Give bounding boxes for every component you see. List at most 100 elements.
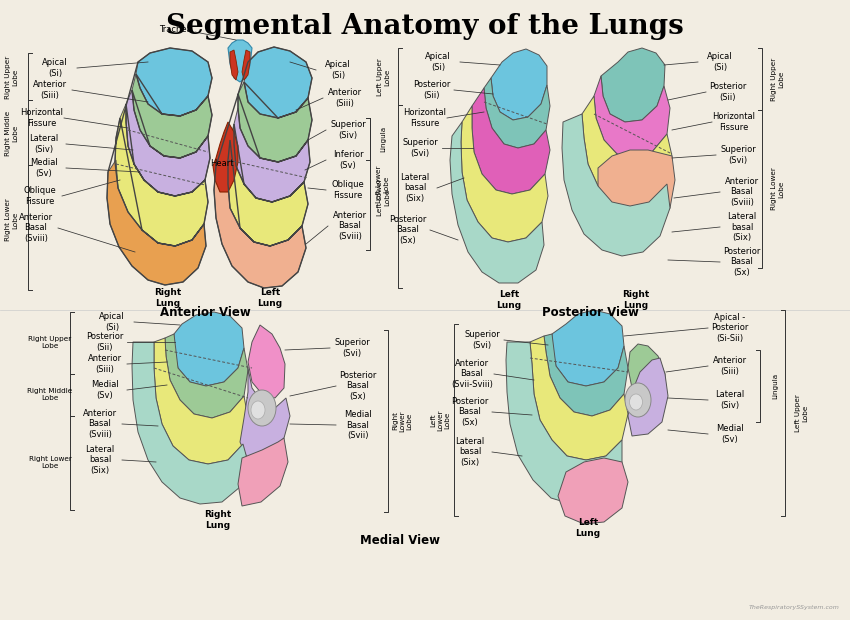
Text: Anterior
Basal
(Sviii): Anterior Basal (Sviii) bbox=[333, 211, 367, 241]
Text: Posterior
Basal
(Sx): Posterior Basal (Sx) bbox=[389, 215, 427, 245]
Polygon shape bbox=[154, 338, 248, 464]
Text: Left Upper
Lobe: Left Upper Lobe bbox=[796, 394, 808, 432]
Ellipse shape bbox=[630, 394, 643, 410]
Text: Posterior
(Sii): Posterior (Sii) bbox=[413, 81, 450, 100]
Text: Superior
(Svi): Superior (Svi) bbox=[464, 330, 500, 350]
Text: Anterior
Basal
(Sviii): Anterior Basal (Sviii) bbox=[725, 177, 759, 207]
Text: Right Middle
Lobe: Right Middle Lobe bbox=[27, 389, 72, 402]
Text: Lateral
basal
(Six): Lateral basal (Six) bbox=[400, 173, 429, 203]
Polygon shape bbox=[484, 78, 550, 148]
Text: Left
Lower
Lobe: Left Lower Lobe bbox=[430, 409, 450, 431]
Text: Lateral
(Siv): Lateral (Siv) bbox=[30, 135, 59, 154]
Text: Apical
(Si): Apical (Si) bbox=[42, 58, 68, 78]
Polygon shape bbox=[544, 334, 628, 416]
Text: Oblique
Fissure: Oblique Fissure bbox=[24, 186, 56, 206]
Polygon shape bbox=[248, 325, 285, 398]
Polygon shape bbox=[136, 48, 212, 116]
Text: Anterior View: Anterior View bbox=[160, 306, 251, 319]
Polygon shape bbox=[530, 336, 628, 460]
Ellipse shape bbox=[251, 401, 265, 419]
Text: Apical
(Si): Apical (Si) bbox=[326, 60, 351, 80]
Text: Horizontal
Fissure: Horizontal Fissure bbox=[712, 112, 756, 131]
Text: Posterior View: Posterior View bbox=[541, 306, 638, 319]
Text: Medial View: Medial View bbox=[360, 533, 440, 546]
Ellipse shape bbox=[248, 390, 276, 426]
Text: Right Lower
Lobe: Right Lower Lobe bbox=[772, 167, 785, 210]
Text: Left Lower
Lobe: Left Lower Lobe bbox=[377, 179, 390, 216]
Polygon shape bbox=[228, 40, 252, 82]
Text: Posterior
Basal
(Sx): Posterior Basal (Sx) bbox=[339, 371, 377, 401]
Text: Right
Lung: Right Lung bbox=[155, 288, 182, 308]
Text: Posterior
(Sii): Posterior (Sii) bbox=[87, 332, 124, 352]
Text: Trachea: Trachea bbox=[159, 25, 191, 35]
Polygon shape bbox=[230, 50, 238, 80]
Text: Horizontal
Fissure: Horizontal Fissure bbox=[404, 108, 446, 128]
Polygon shape bbox=[238, 82, 312, 162]
Text: Posterior
Basal
(Sx): Posterior Basal (Sx) bbox=[451, 397, 489, 427]
Text: Medial
(Sv): Medial (Sv) bbox=[91, 380, 119, 400]
Text: Right Lower
Lobe: Right Lower Lobe bbox=[5, 198, 19, 241]
Text: Anterior
Basal
(Sviii): Anterior Basal (Sviii) bbox=[83, 409, 117, 439]
Text: Right
Lower
Lobe: Right Lower Lobe bbox=[392, 410, 412, 432]
Polygon shape bbox=[126, 90, 210, 196]
Polygon shape bbox=[558, 458, 628, 524]
Text: Anterior
Basal
(Sviii): Anterior Basal (Sviii) bbox=[19, 213, 53, 243]
Text: Horizontal
Fissure: Horizontal Fissure bbox=[20, 108, 64, 128]
Polygon shape bbox=[582, 96, 672, 206]
Text: Lateral
basal
(Six): Lateral basal (Six) bbox=[85, 445, 115, 475]
Text: Right
Lung: Right Lung bbox=[622, 290, 649, 310]
Text: Segmental Anatomy of the Lungs: Segmental Anatomy of the Lungs bbox=[166, 13, 684, 40]
Polygon shape bbox=[132, 74, 212, 158]
Polygon shape bbox=[506, 342, 622, 504]
Polygon shape bbox=[594, 76, 670, 158]
Text: Oblique
Fissure: Oblique Fissure bbox=[332, 180, 365, 200]
Text: Lingula: Lingula bbox=[380, 126, 386, 152]
Polygon shape bbox=[450, 122, 544, 283]
Text: Anterior
(Siii): Anterior (Siii) bbox=[33, 81, 67, 100]
Text: Heart: Heart bbox=[210, 159, 234, 169]
Polygon shape bbox=[214, 160, 306, 288]
Text: Apical
(Si): Apical (Si) bbox=[99, 312, 125, 332]
Ellipse shape bbox=[625, 383, 651, 417]
Text: Anterior
Basal
(Svii-Sviii): Anterior Basal (Svii-Sviii) bbox=[451, 359, 493, 389]
Text: Lateral
(Siv): Lateral (Siv) bbox=[716, 391, 745, 410]
Text: Medial
Basal
(Svii): Medial Basal (Svii) bbox=[344, 410, 371, 440]
Text: Right Upper
Lobe: Right Upper Lobe bbox=[772, 58, 785, 100]
Text: Superior
(Svi): Superior (Svi) bbox=[720, 145, 756, 165]
Polygon shape bbox=[213, 122, 238, 192]
Polygon shape bbox=[598, 150, 675, 232]
Text: Left
Lung: Left Lung bbox=[496, 290, 522, 310]
Polygon shape bbox=[461, 106, 548, 242]
Polygon shape bbox=[244, 47, 312, 118]
Polygon shape bbox=[234, 108, 310, 202]
Text: Apical
(Si): Apical (Si) bbox=[707, 52, 733, 72]
Polygon shape bbox=[601, 48, 665, 122]
Polygon shape bbox=[115, 104, 208, 246]
Polygon shape bbox=[174, 312, 244, 386]
Text: Lingula: Lingula bbox=[772, 373, 778, 399]
Polygon shape bbox=[165, 334, 248, 418]
Text: Apical -
Posterior
(Si-Sii): Apical - Posterior (Si-Sii) bbox=[711, 313, 749, 343]
Text: Anterior
(Siii): Anterior (Siii) bbox=[328, 88, 362, 108]
Polygon shape bbox=[628, 344, 666, 414]
Polygon shape bbox=[552, 310, 624, 386]
Text: Right
Lung: Right Lung bbox=[204, 510, 231, 529]
Text: Medial
(Sv): Medial (Sv) bbox=[716, 424, 744, 444]
Polygon shape bbox=[228, 124, 308, 246]
Text: Left
Lung: Left Lung bbox=[258, 288, 282, 308]
Polygon shape bbox=[238, 438, 288, 506]
Text: Medial
(Sv): Medial (Sv) bbox=[30, 158, 58, 178]
Text: Superior
(Svi): Superior (Svi) bbox=[334, 339, 370, 358]
Polygon shape bbox=[491, 49, 547, 120]
Polygon shape bbox=[628, 358, 668, 436]
Text: Left
Lung: Left Lung bbox=[575, 518, 601, 538]
Text: Anterior
(Siii): Anterior (Siii) bbox=[713, 356, 747, 376]
Text: Inferior
(Sv): Inferior (Sv) bbox=[332, 150, 363, 170]
Polygon shape bbox=[107, 160, 206, 285]
Text: Lateral
basal
(Six): Lateral basal (Six) bbox=[456, 437, 484, 467]
Text: TheRespiratorySSystem.com: TheRespiratorySSystem.com bbox=[749, 605, 840, 610]
Text: Apical
(Si): Apical (Si) bbox=[425, 52, 450, 72]
Text: Anterior
(Siii): Anterior (Siii) bbox=[88, 354, 122, 374]
Polygon shape bbox=[472, 88, 550, 194]
Text: Left Lower
Lobe: Left Lower Lobe bbox=[377, 166, 389, 203]
